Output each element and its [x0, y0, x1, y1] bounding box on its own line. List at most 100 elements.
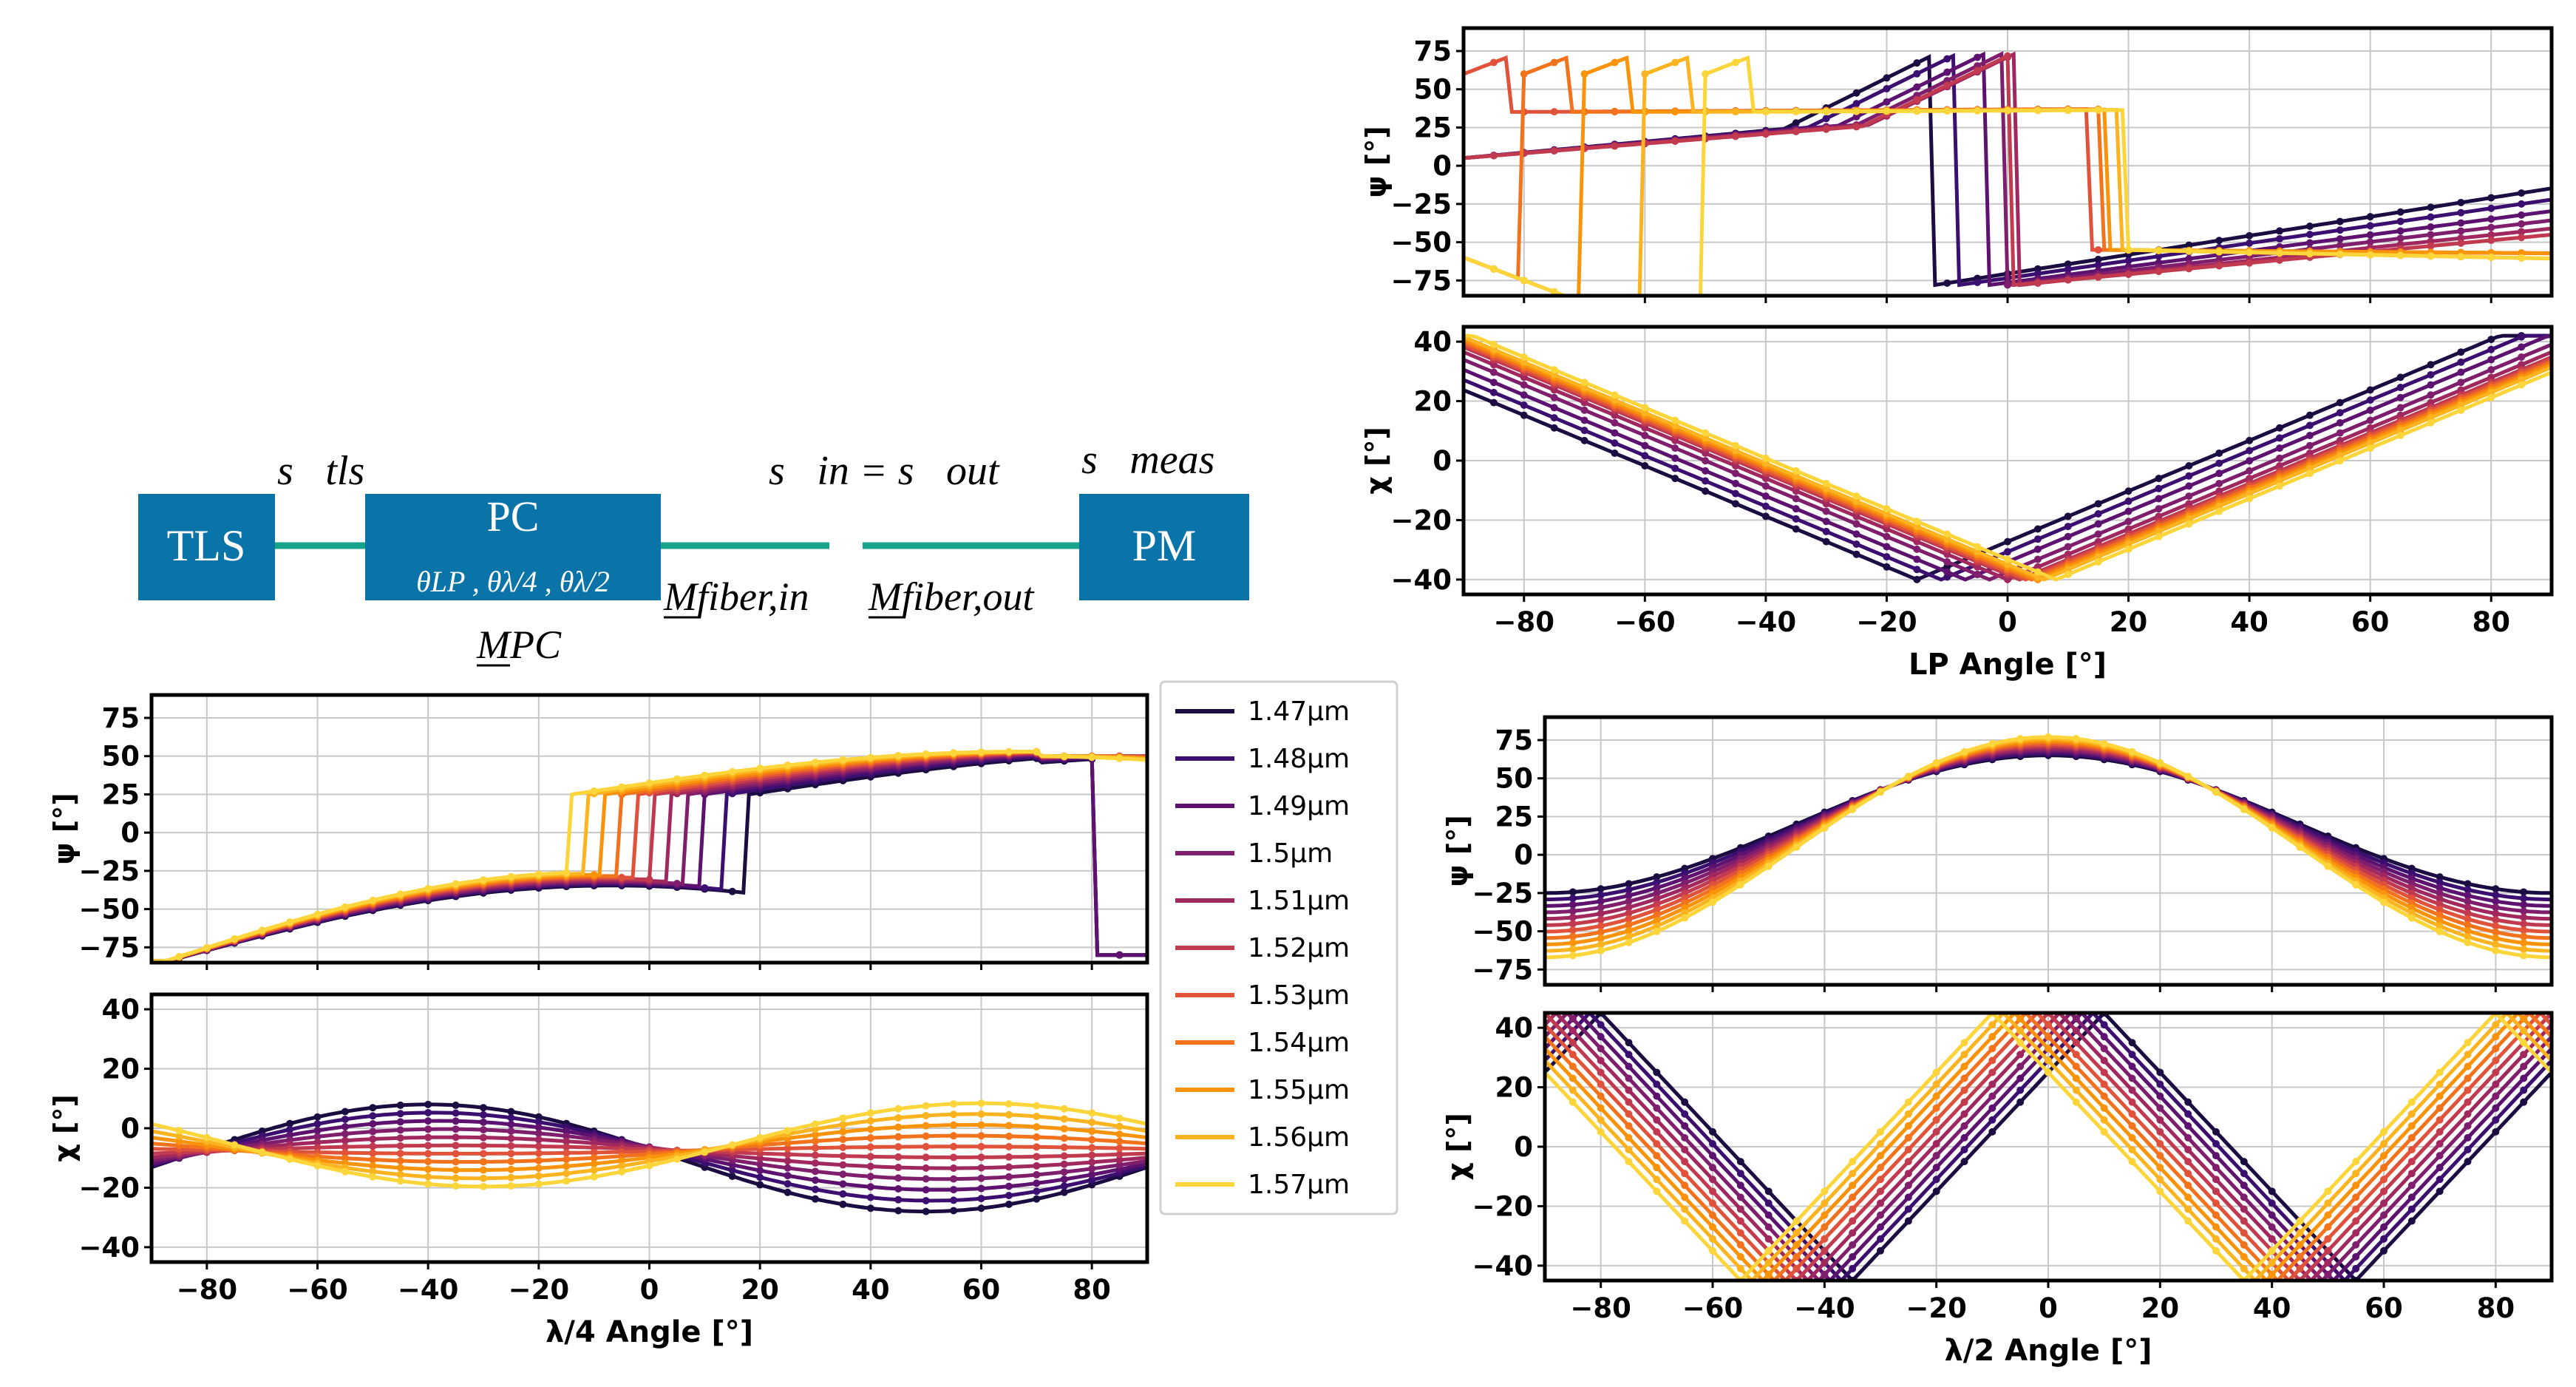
data-point	[1883, 543, 1891, 551]
data-point	[839, 1161, 847, 1169]
data-point	[2336, 409, 2344, 417]
data-point	[286, 1155, 294, 1163]
data-point	[866, 1143, 874, 1151]
data-point	[2518, 353, 2526, 362]
data-point	[839, 1152, 847, 1160]
data-point	[2212, 1127, 2220, 1136]
data-point	[894, 1123, 903, 1131]
data-point	[756, 1160, 764, 1168]
data-point	[1736, 1170, 1744, 1178]
data-point	[701, 771, 709, 779]
data-point	[2352, 1170, 2360, 1178]
data-point	[2004, 106, 2011, 115]
data-point	[2155, 475, 2163, 483]
s-tls-label: s⃗tls	[277, 448, 364, 494]
data-point	[2215, 487, 2223, 495]
data-point	[2492, 1057, 2500, 1065]
data-point	[1702, 477, 1710, 485]
data-point	[175, 1132, 183, 1140]
data-point	[1761, 482, 1770, 490]
data-point	[2324, 1235, 2332, 1243]
data-point	[2128, 747, 2136, 756]
data-point	[866, 1193, 874, 1201]
data-point	[2033, 568, 2042, 576]
data-point	[1822, 518, 1830, 526]
data-point	[1520, 353, 1528, 362]
data-point	[2366, 231, 2374, 239]
data-point	[2464, 1110, 2472, 1118]
data-point	[812, 1167, 819, 1176]
data-point	[590, 871, 598, 879]
data-point	[2156, 1116, 2164, 1124]
legend-label: 1.53µm	[1248, 980, 1350, 1011]
data-point	[2492, 1092, 2500, 1100]
data-point	[1849, 1181, 1857, 1190]
data-point	[1709, 1139, 1716, 1147]
data-point	[2064, 512, 2072, 520]
data-point	[1489, 58, 1498, 67]
data-point	[1653, 1068, 1661, 1076]
data-point	[1849, 1229, 1857, 1237]
data-point	[2184, 1181, 2192, 1190]
data-point	[1974, 543, 1982, 551]
data-point	[1550, 386, 1558, 394]
data-point	[2336, 418, 2344, 427]
data-point	[2100, 1104, 2108, 1112]
data-point	[2457, 348, 2465, 356]
data-point	[2033, 279, 2042, 287]
data-point	[1736, 1158, 1744, 1166]
data-point	[1671, 454, 1679, 462]
data-point	[2366, 396, 2374, 404]
data-point	[341, 1149, 349, 1157]
data-point	[2464, 1098, 2472, 1106]
data-point	[1913, 518, 1921, 526]
data-point	[2184, 1170, 2192, 1178]
data-point	[2457, 253, 2465, 261]
data-point	[1732, 447, 1739, 455]
data-point	[1060, 1134, 1068, 1142]
data-point	[1932, 1116, 1940, 1124]
data-point	[2016, 1074, 2025, 1082]
data-point	[534, 1172, 543, 1180]
data-point	[1943, 563, 1951, 571]
data-point	[1597, 1127, 1605, 1136]
data-point	[2520, 945, 2528, 953]
data-point	[2436, 884, 2444, 892]
y-tick-label: 50	[1414, 74, 1452, 106]
data-point	[673, 1155, 681, 1163]
data-point	[2100, 739, 2108, 747]
data-point	[1960, 1039, 1968, 1047]
data-point	[2033, 573, 2042, 581]
data-point	[1597, 1104, 1605, 1112]
data-point	[2212, 1211, 2220, 1219]
data-point	[534, 1180, 543, 1188]
data-point	[1671, 58, 1679, 67]
legend-label: 1.49µm	[1248, 791, 1350, 821]
data-point	[1088, 1159, 1096, 1167]
data-point	[1115, 754, 1124, 762]
data-point	[2464, 1074, 2472, 1082]
data-point	[2156, 1068, 2164, 1076]
s-meas-label: s⃗meas	[1081, 437, 1214, 483]
data-point	[2436, 873, 2444, 881]
data-point	[2487, 393, 2495, 401]
y-tick-label: −50	[79, 894, 140, 926]
data-point	[2100, 1057, 2108, 1065]
data-point	[1088, 1136, 1096, 1144]
data-point	[369, 1167, 377, 1176]
data-point	[2184, 1193, 2192, 1201]
data-point	[2520, 1074, 2528, 1082]
data-point	[2436, 1127, 2444, 1136]
y-tick-label: −75	[79, 932, 140, 963]
data-point	[1569, 895, 1577, 903]
data-point	[866, 1204, 874, 1213]
data-point	[424, 1108, 432, 1116]
data-point	[1611, 449, 1619, 457]
data-point	[2336, 429, 2344, 437]
data-point	[2464, 920, 2472, 929]
data-point	[1569, 888, 1577, 896]
x-tick-label: −80	[177, 1274, 238, 1306]
data-point	[1625, 1146, 1633, 1154]
data-point	[2240, 1252, 2248, 1261]
data-point	[2492, 909, 2500, 918]
